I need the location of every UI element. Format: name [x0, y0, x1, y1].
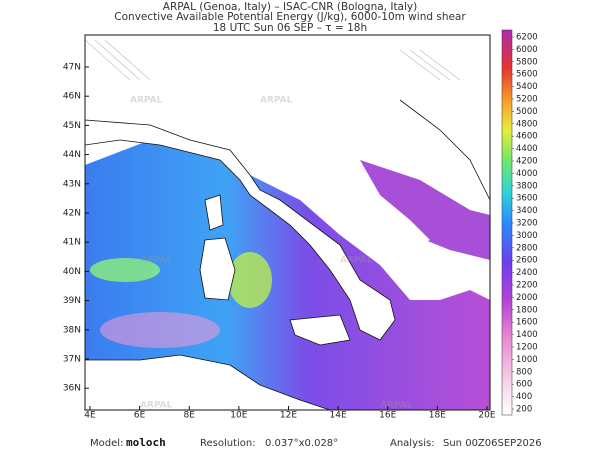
lon-label: 8E — [184, 411, 196, 421]
watermark: ARPAL — [130, 96, 163, 106]
lon-label: 4E — [84, 411, 96, 421]
colorbar-label: 1800 — [516, 305, 538, 315]
model: moloch — [126, 436, 166, 449]
watermark: ARPAL — [340, 256, 373, 266]
lon-label: 20E — [478, 411, 495, 421]
colorbar-label: 5600 — [516, 70, 538, 80]
analysis-label: Analysis: — [390, 438, 435, 449]
footer: Model: moloch Resolution: 0.037°x0.028° … — [90, 436, 542, 449]
map-frame — [84, 34, 491, 411]
model-label: Model: — [90, 438, 123, 449]
lat-label: 47N — [63, 63, 81, 73]
colorbar-label: 800 — [516, 367, 532, 377]
lon-label: 12E — [280, 411, 297, 421]
colorbar-label: 3600 — [516, 194, 538, 204]
lat-label: 41N — [63, 238, 81, 248]
colorbar-label: 2600 — [516, 256, 538, 266]
lat-label: 44N — [63, 150, 81, 160]
valid-time: 18 UTC Sun 06 SEP – τ = 18h — [213, 22, 367, 34]
lat-label: 37N — [63, 355, 81, 365]
analysis: Sun 00Z06SEP2026 — [443, 438, 542, 449]
colorbar-label: 2000 — [516, 293, 538, 303]
map: ARPAL ARPAL ARPAL ARPAL ARPAL ARPAL — [85, 35, 490, 411]
lat-label: 39N — [63, 296, 81, 306]
colorbar-label: 5400 — [516, 82, 538, 92]
subtitle: Convective Available Potential Energy (J… — [114, 11, 466, 23]
lon-label: 14E — [330, 411, 347, 421]
colorbar-label: 3000 — [516, 231, 538, 241]
watermark: ARPAL — [140, 401, 173, 411]
colorbar-label: 4200 — [516, 157, 538, 167]
colorbar-label: 3400 — [516, 206, 538, 216]
colorbar-label: 4600 — [516, 132, 538, 142]
colorbar-label: 2200 — [516, 281, 538, 291]
lat-label: 43N — [63, 179, 81, 189]
colorbar-label: 6000 — [516, 45, 538, 55]
colorbar-label: 600 — [516, 380, 532, 390]
colorbar-label: 1400 — [516, 330, 538, 340]
watermark: ARPAL — [380, 401, 413, 411]
colorbar-label: 1000 — [516, 355, 538, 365]
colorbar-label: 5200 — [516, 95, 538, 105]
lon-label: 16E — [379, 411, 396, 421]
colorbar-label: 5800 — [516, 57, 538, 67]
colorbar-label: 4000 — [516, 169, 538, 179]
watermark: ARPAL — [260, 96, 293, 106]
lon-label: 10E — [230, 411, 247, 421]
colorbar-label: 1200 — [516, 343, 538, 353]
colorbar-label: 2400 — [516, 268, 538, 278]
colorbar-label: 6200 — [516, 33, 538, 43]
header: ARPAL (Genoa, Italy) – ISAC-CNR (Bologna… — [114, 1, 466, 34]
colorbar — [501, 29, 513, 416]
colorbar-label: 400 — [516, 392, 532, 402]
lat-label: 36N — [63, 384, 81, 394]
colorbar-label: 3800 — [516, 181, 538, 191]
colorbar-label: 4800 — [516, 119, 538, 129]
resolution: 0.037°x0.028° — [265, 438, 338, 449]
colorbar-label: 200 — [516, 405, 532, 415]
lon-label: 6E — [134, 411, 146, 421]
colorbar-label: 4400 — [516, 144, 538, 154]
colorbar-label: 3200 — [516, 219, 538, 229]
lat-label: 40N — [63, 267, 81, 277]
resolution-label: Resolution: — [200, 438, 256, 449]
lon-label: 18E — [429, 411, 446, 421]
colorbar-label: 5000 — [516, 107, 538, 117]
lat-label: 45N — [63, 121, 81, 131]
lat-label: 38N — [63, 325, 81, 335]
colorbar-label: 1600 — [516, 318, 538, 328]
lat-label: 46N — [63, 92, 81, 102]
colorbar-label: 2800 — [516, 243, 538, 253]
lat-label: 42N — [63, 209, 81, 219]
watermark: ARPAL — [140, 256, 173, 266]
title: ARPAL (Genoa, Italy) – ISAC-CNR (Bologna… — [163, 1, 417, 13]
